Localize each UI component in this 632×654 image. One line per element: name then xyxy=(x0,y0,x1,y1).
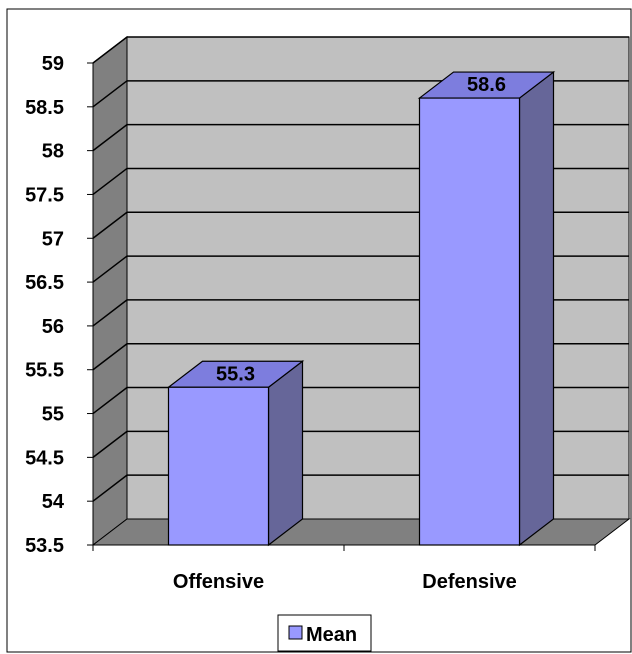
y-tick-label: 56 xyxy=(42,316,64,338)
bar-front-face xyxy=(167,386,270,546)
legend-label: Mean xyxy=(306,624,357,646)
y-tick-label: 59 xyxy=(42,53,64,75)
y-tick-label: 57.5 xyxy=(25,184,64,206)
y-tick-label: 58.5 xyxy=(25,97,64,119)
bar-defensive xyxy=(417,70,556,547)
bars xyxy=(166,70,556,547)
legend: Mean xyxy=(277,614,372,652)
bar-front-face xyxy=(418,97,521,546)
gridline xyxy=(92,36,629,64)
x-category-labels: Offensive Defensive xyxy=(173,571,517,593)
y-tick-label: 53.5 xyxy=(25,535,64,557)
data-label: 55.3 xyxy=(216,363,255,385)
data-labels: 55.3 58.6 xyxy=(216,74,506,385)
y-tick-labels: 53.5 54 54.5 55 55.5 56 56.5 57 57.5 58 58.5 59 xyxy=(25,53,65,557)
bar-side-face xyxy=(518,70,555,547)
bar-offensive xyxy=(166,360,305,547)
side-wall xyxy=(92,35,128,547)
y-tick-label: 58 xyxy=(42,141,64,163)
y-tick-label: 54.5 xyxy=(25,447,64,469)
x-category-label: Defensive xyxy=(422,571,517,593)
y-tick-label: 55 xyxy=(42,404,64,426)
y-tick-label: 55.5 xyxy=(25,360,64,382)
data-label: 58.6 xyxy=(467,74,506,96)
x-category-label: Offensive xyxy=(173,571,264,593)
legend-box xyxy=(277,614,372,652)
y-tick-label: 54 xyxy=(42,491,65,513)
y-tick-label: 57 xyxy=(42,228,64,250)
y-tick-label: 56.5 xyxy=(25,272,64,294)
legend-swatch xyxy=(288,625,303,640)
bar-side-face xyxy=(267,360,304,547)
